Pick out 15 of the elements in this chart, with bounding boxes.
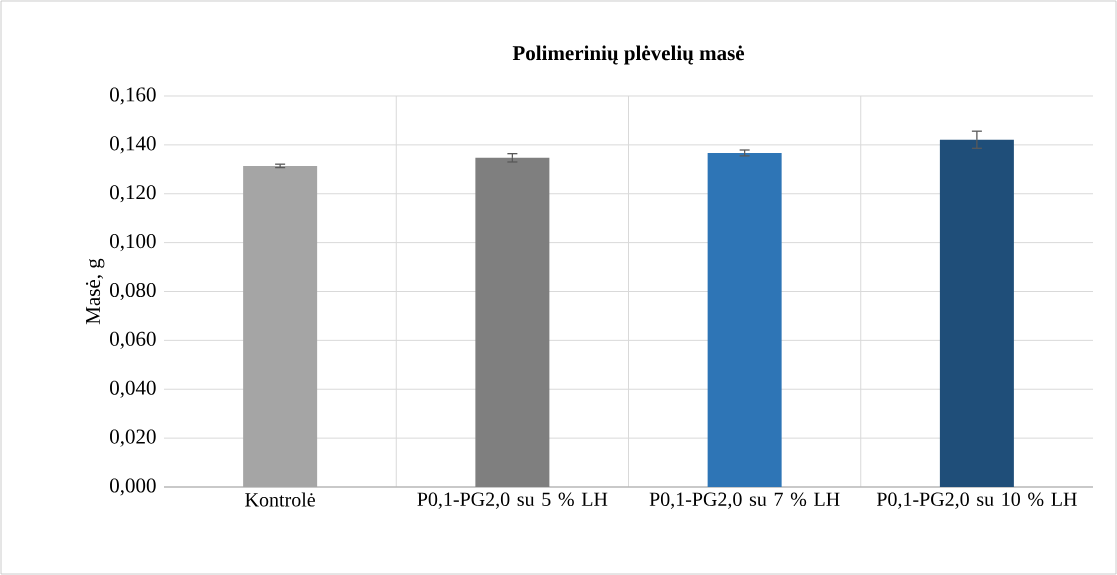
y-tick-label: 0,100 <box>110 234 156 252</box>
x-tick-label: Kontrolė <box>245 492 315 507</box>
x-tick-label: P0,1-PG2,0 su 7 % LH <box>649 492 840 509</box>
y-tick-label: 0,080 <box>110 282 156 301</box>
y-tick-label: 0,140 <box>110 136 156 154</box>
y-tick-label: 0,120 <box>110 185 156 203</box>
y-tick-label: 0,000 <box>110 478 156 496</box>
y-tick-label: 0,160 <box>110 87 156 105</box>
x-tick-label: P0,1-PG2,0 su 10 % LH <box>876 492 1077 509</box>
y-axis-title: Masė, g <box>85 258 105 325</box>
y-tick-label: 0,040 <box>110 380 156 398</box>
y-tick-label: 0,020 <box>110 429 156 447</box>
y-tick-label: 0,060 <box>110 331 156 349</box>
x-tick-label: P0,1-PG2,0 su 5 % LH <box>417 492 608 509</box>
chart-title: Polimerinių plėvelių masė <box>512 45 745 65</box>
